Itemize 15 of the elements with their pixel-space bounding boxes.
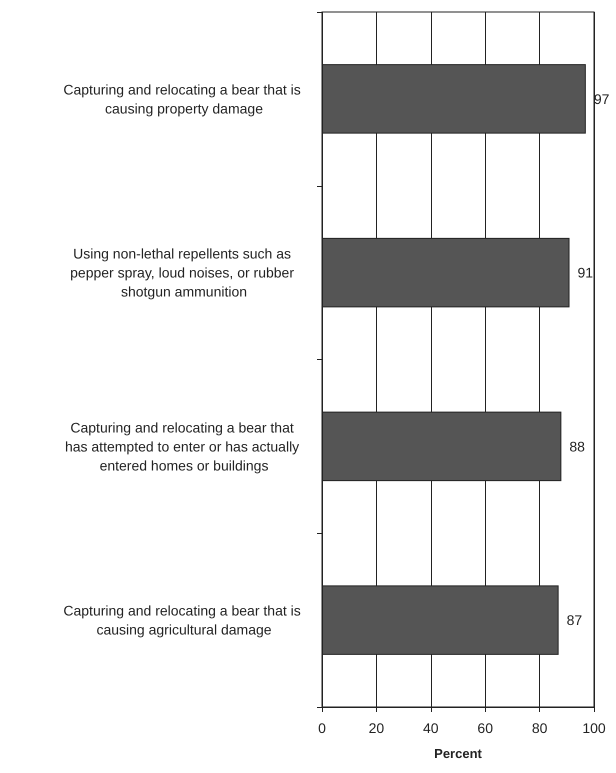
data-label: 87 xyxy=(566,612,582,628)
x-tick-label: 80 xyxy=(532,720,548,736)
y-tick-label: Capturing and relocating a bear that is causing property damage xyxy=(63,81,305,116)
x-tick-label: 100 xyxy=(582,720,606,736)
x-tick-label: 40 xyxy=(423,720,439,736)
data-label: 97 xyxy=(594,90,610,107)
x-tick-label: 60 xyxy=(477,720,494,736)
data-label: 88 xyxy=(569,438,586,454)
y-tick-label: Using non-lethal repellents such as pepper spray, loud noises, or rubber shotgun ammunition xyxy=(70,246,298,300)
x-axis-title: Percent xyxy=(434,746,483,761)
x-tick-label: 20 xyxy=(368,720,384,736)
y-tick-label: Capturing and relocating a bear that has attempted to enter or has actually entered homes or buildings xyxy=(64,419,304,474)
data-label: 91 xyxy=(578,264,594,281)
y-tick-label: Capturing and relocating a bear that is causing agricultural damage xyxy=(63,602,305,638)
x-tick-label: 0 xyxy=(318,720,326,736)
